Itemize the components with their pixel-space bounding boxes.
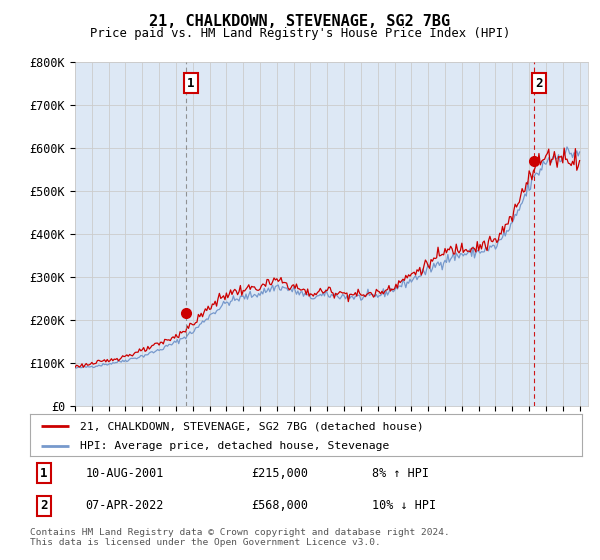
- Text: 1: 1: [187, 77, 195, 90]
- Text: 10% ↓ HPI: 10% ↓ HPI: [372, 499, 436, 512]
- Text: 1: 1: [40, 467, 47, 480]
- Text: Contains HM Land Registry data © Crown copyright and database right 2024.
This d: Contains HM Land Registry data © Crown c…: [30, 528, 450, 547]
- Text: 21, CHALKDOWN, STEVENAGE, SG2 7BG (detached house): 21, CHALKDOWN, STEVENAGE, SG2 7BG (detac…: [80, 421, 424, 431]
- Text: 10-AUG-2001: 10-AUG-2001: [85, 467, 164, 480]
- Text: 07-APR-2022: 07-APR-2022: [85, 499, 164, 512]
- Text: 2: 2: [535, 77, 542, 90]
- Text: HPI: Average price, detached house, Stevenage: HPI: Average price, detached house, Stev…: [80, 441, 389, 451]
- Text: 21, CHALKDOWN, STEVENAGE, SG2 7BG: 21, CHALKDOWN, STEVENAGE, SG2 7BG: [149, 14, 451, 29]
- Text: £215,000: £215,000: [251, 467, 308, 480]
- Text: 2: 2: [40, 499, 47, 512]
- Text: £568,000: £568,000: [251, 499, 308, 512]
- Text: Price paid vs. HM Land Registry's House Price Index (HPI): Price paid vs. HM Land Registry's House …: [90, 27, 510, 40]
- Text: 8% ↑ HPI: 8% ↑ HPI: [372, 467, 429, 480]
